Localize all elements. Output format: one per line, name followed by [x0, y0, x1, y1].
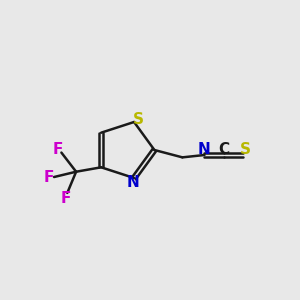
Text: S: S	[240, 142, 251, 157]
Text: C: C	[218, 142, 229, 157]
Text: S: S	[132, 112, 143, 127]
Text: F: F	[53, 142, 63, 157]
Text: F: F	[61, 191, 71, 206]
Text: F: F	[44, 169, 54, 184]
Text: N: N	[127, 175, 140, 190]
Text: N: N	[198, 142, 211, 157]
